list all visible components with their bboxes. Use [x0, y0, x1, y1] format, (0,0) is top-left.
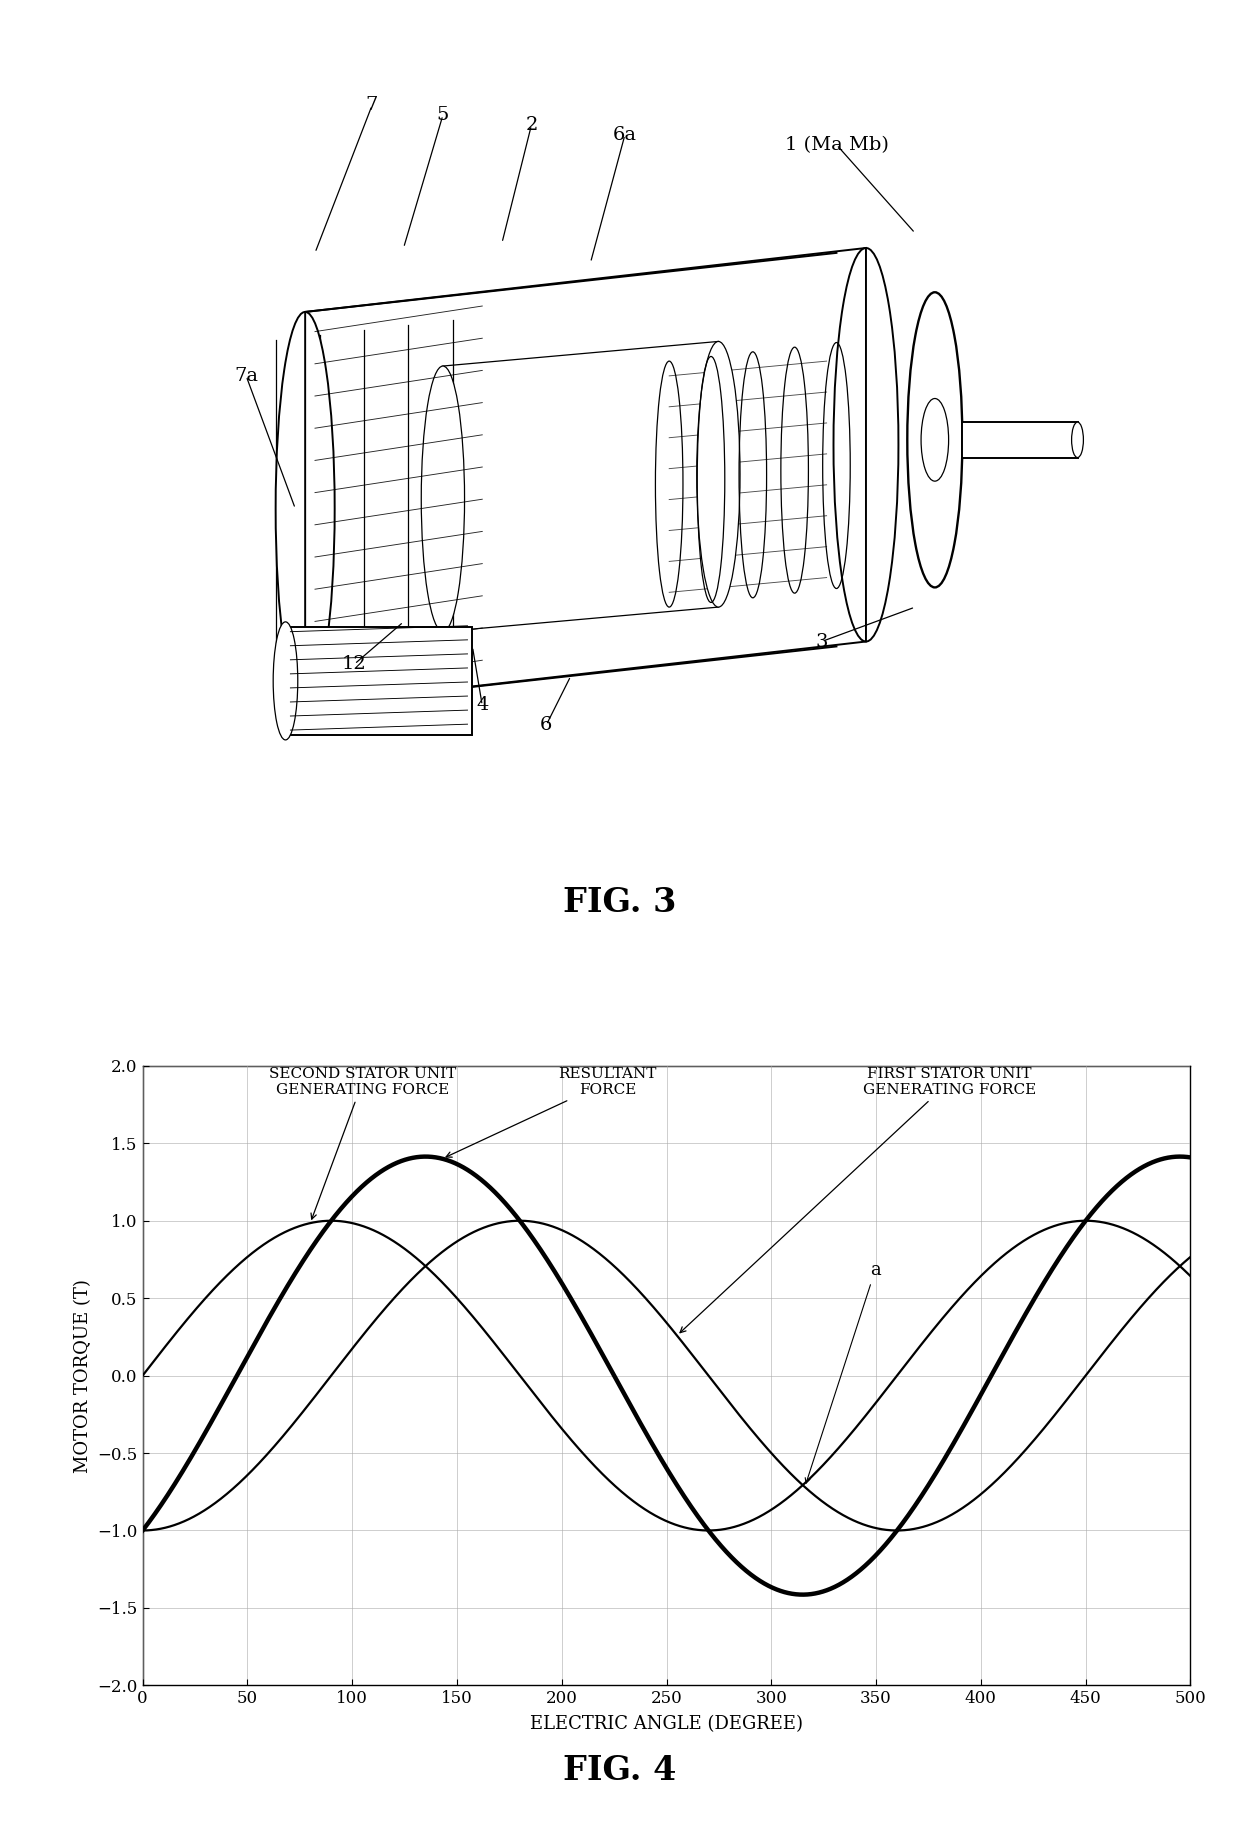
Text: 4: 4: [476, 696, 489, 714]
Text: a: a: [805, 1261, 880, 1483]
Text: 1 (Ma Mb): 1 (Ma Mb): [785, 135, 888, 153]
Text: 6a: 6a: [613, 126, 637, 144]
X-axis label: ELECTRIC ANGLE (DEGREE): ELECTRIC ANGLE (DEGREE): [529, 1716, 804, 1733]
Text: 3: 3: [816, 632, 828, 650]
Y-axis label: MOTOR TORQUE (T): MOTOR TORQUE (T): [74, 1279, 92, 1472]
Ellipse shape: [921, 399, 949, 481]
Text: FIRST STATOR UNIT
GENERATING FORCE: FIRST STATOR UNIT GENERATING FORCE: [680, 1066, 1037, 1332]
Ellipse shape: [697, 341, 740, 607]
Polygon shape: [285, 627, 472, 734]
Text: FIG. 3: FIG. 3: [563, 885, 677, 918]
Ellipse shape: [273, 621, 298, 740]
Text: 7: 7: [366, 97, 378, 115]
Ellipse shape: [1071, 423, 1084, 457]
Ellipse shape: [422, 366, 465, 632]
Text: 2: 2: [526, 117, 538, 135]
Ellipse shape: [275, 312, 335, 705]
Text: 5: 5: [436, 106, 449, 124]
Text: 6: 6: [541, 716, 552, 734]
Text: FIG. 4: FIG. 4: [563, 1755, 677, 1787]
Text: 7a: 7a: [234, 366, 258, 384]
Text: RESULTANT
FORCE: RESULTANT FORCE: [446, 1066, 657, 1157]
Ellipse shape: [833, 248, 899, 641]
Text: SECOND STATOR UNIT
GENERATING FORCE: SECOND STATOR UNIT GENERATING FORCE: [269, 1066, 456, 1219]
Text: 12: 12: [342, 656, 367, 672]
Ellipse shape: [908, 292, 962, 587]
Polygon shape: [962, 423, 1078, 457]
